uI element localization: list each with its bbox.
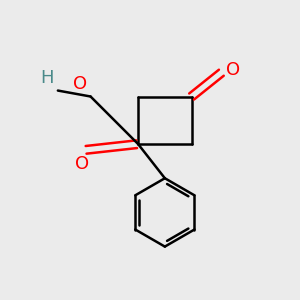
Text: H: H [40, 69, 53, 87]
Text: O: O [74, 75, 88, 93]
Text: O: O [75, 155, 89, 173]
Text: O: O [226, 61, 240, 79]
